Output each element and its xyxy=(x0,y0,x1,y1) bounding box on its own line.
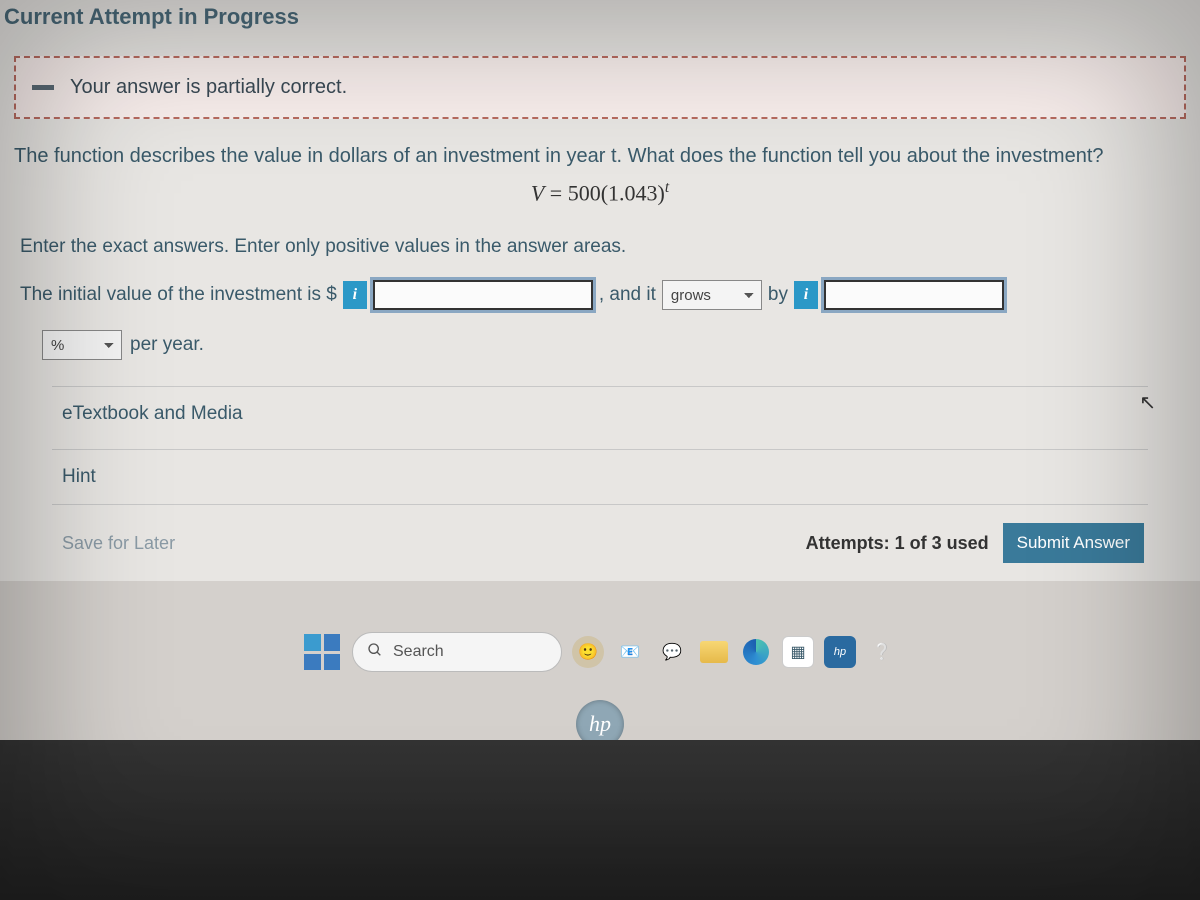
per-year-text: per year. xyxy=(130,334,204,356)
windows-taskbar: Search 🙂 📧 💬 ▦ hp ❔ xyxy=(0,625,1200,679)
grows-select[interactable]: grows xyxy=(662,280,762,310)
save-for-later-link[interactable]: Save for Later xyxy=(62,533,175,554)
rate-value-input[interactable] xyxy=(824,280,1004,310)
taskbar-search[interactable]: Search xyxy=(352,632,562,672)
status-banner: Your answer is partially correct. xyxy=(14,56,1186,119)
taskbar-edge-icon[interactable] xyxy=(740,636,772,668)
laptop-bezel xyxy=(0,740,1200,900)
etextbook-link[interactable]: eTextbook and Media xyxy=(52,386,1148,441)
answer-line1-pre: The initial value of the investment is $ xyxy=(20,284,337,306)
search-placeholder: Search xyxy=(393,643,444,661)
question-prompt: The function describes the value in doll… xyxy=(0,137,1200,177)
taskbar-folder-icon[interactable] xyxy=(698,636,730,668)
minus-icon xyxy=(32,85,54,90)
search-icon xyxy=(367,642,383,663)
start-button[interactable] xyxy=(302,632,342,672)
answer-line1-mid: , and it xyxy=(599,284,656,306)
taskbar-chat-icon[interactable]: 💬 xyxy=(656,636,688,668)
taskbar-avatar-icon[interactable]: 🙂 xyxy=(572,636,604,668)
hint-link[interactable]: Hint xyxy=(52,449,1148,504)
by-text: by xyxy=(768,284,788,306)
taskbar-app-icon[interactable]: ▦ xyxy=(782,636,814,668)
taskbar-hp-icon[interactable]: hp xyxy=(824,636,856,668)
attempts-text: Attempts: 1 of 3 used xyxy=(806,533,989,554)
info-icon[interactable]: i xyxy=(794,281,818,309)
status-message: Your answer is partially correct. xyxy=(70,76,347,99)
instruction-text: Enter the exact answers. Enter only posi… xyxy=(0,224,1200,280)
formula: V = 500(1.043)t xyxy=(0,177,1200,224)
submit-answer-button[interactable]: Submit Answer xyxy=(1003,523,1144,563)
info-icon[interactable]: i xyxy=(343,281,367,309)
taskbar-help-icon[interactable]: ❔ xyxy=(866,636,898,668)
unit-select[interactable]: % xyxy=(42,330,122,360)
taskbar-mail-icon[interactable]: 📧 xyxy=(614,636,646,668)
initial-value-input[interactable] xyxy=(373,280,593,310)
page-title: Current Attempt in Progress xyxy=(0,0,1200,48)
